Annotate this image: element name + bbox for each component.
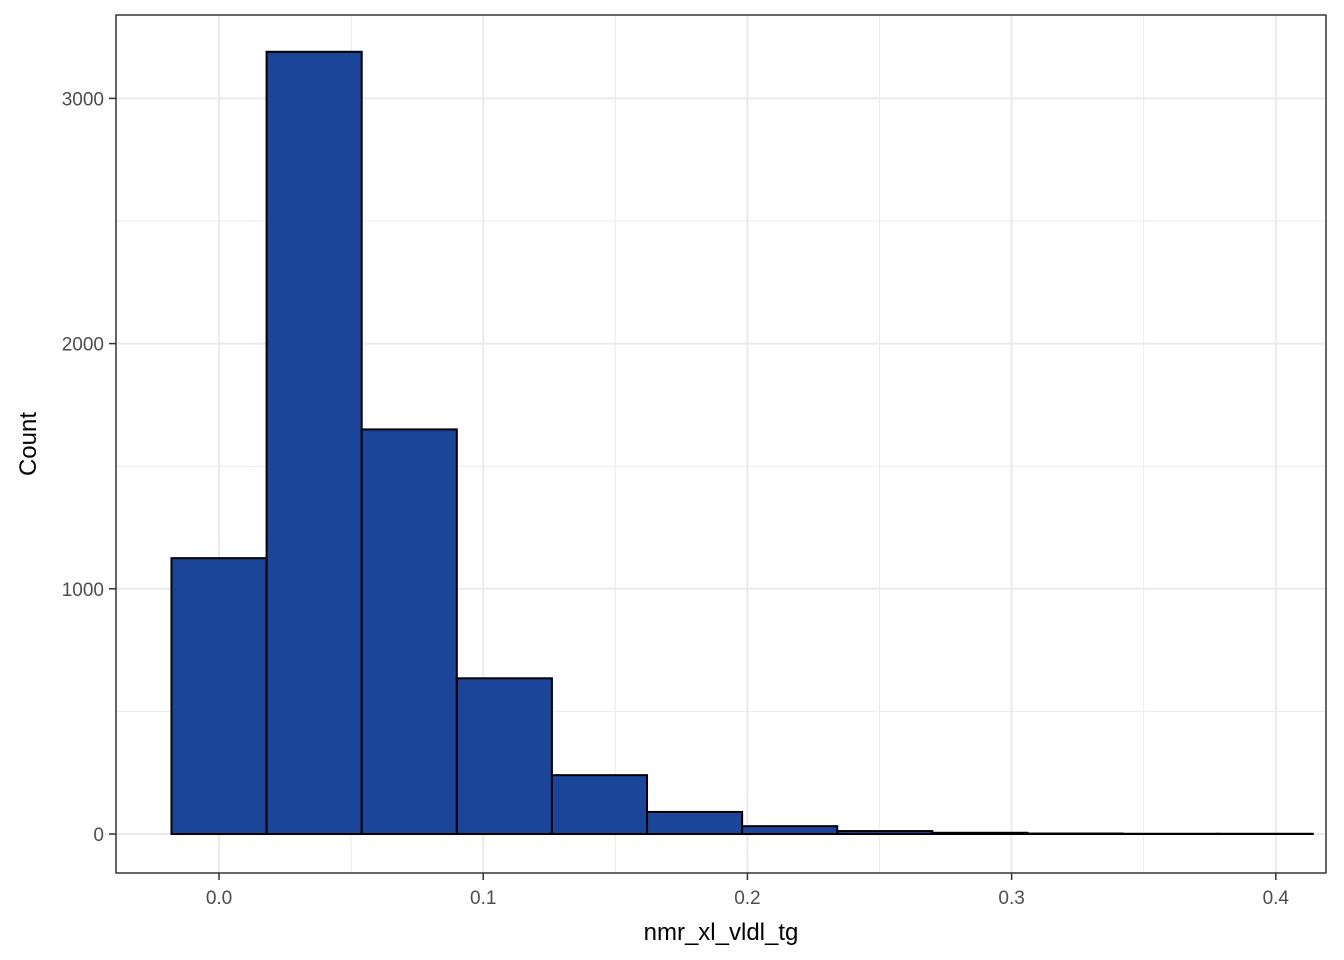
histogram-bar-6 bbox=[646, 810, 744, 836]
histogram-bar-1 bbox=[170, 557, 268, 836]
histogram-bar-5 bbox=[550, 774, 649, 836]
histogram-bar-9 bbox=[931, 831, 1029, 836]
x-axis-title: nmr_xl_vldl_tg bbox=[644, 919, 799, 946]
histogram-bar-8 bbox=[836, 830, 934, 836]
y-axis: 0 1000 2000 3000 bbox=[62, 89, 116, 846]
y-tick-label: 3000 bbox=[62, 89, 104, 110]
y-tick-label: 1000 bbox=[62, 580, 104, 601]
y-tick-label: 0 bbox=[93, 825, 104, 846]
histogram-bar-2 bbox=[265, 50, 363, 836]
x-tick-label: 0.4 bbox=[1263, 888, 1290, 909]
x-tick-label: 0.2 bbox=[734, 888, 760, 909]
histogram-bars bbox=[170, 50, 1314, 836]
x-tick-label: 0.3 bbox=[998, 888, 1024, 909]
x-axis: 0.0 0.1 0.2 0.3 0.4 bbox=[206, 873, 1290, 909]
x-tick-label: 0.1 bbox=[470, 888, 496, 909]
y-tick-label: 2000 bbox=[62, 335, 104, 356]
y-axis-title: Count bbox=[15, 412, 42, 476]
histogram-bar-3 bbox=[360, 428, 458, 836]
x-tick-label: 0.0 bbox=[206, 888, 232, 909]
histogram-bar-7 bbox=[741, 825, 839, 836]
panel-border bbox=[115, 14, 1327, 874]
histogram-bar-4 bbox=[455, 677, 553, 836]
